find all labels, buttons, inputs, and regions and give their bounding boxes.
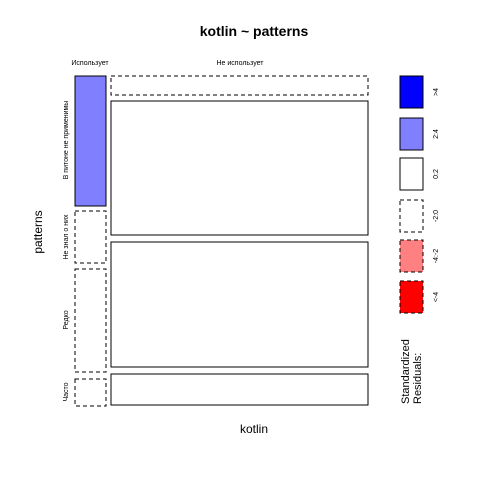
legend-label: 2:4	[433, 129, 440, 139]
y-tick-label: Редко	[63, 310, 70, 329]
x-tick-label: Не использует	[217, 60, 265, 67]
x-tick-label: Использует	[71, 60, 109, 67]
legend-swatch	[399, 117, 424, 151]
y-axis-title: patterns	[31, 210, 45, 253]
mosaic-cell-не-использует-часто	[110, 373, 369, 406]
mosaic-cell-не-использует-в-питоне-не-применимы	[110, 75, 369, 96]
legend-swatch	[399, 157, 424, 191]
legend-label: >4	[433, 88, 440, 96]
mosaic-cell-использует-в-питоне-не-применимы	[74, 75, 107, 207]
mosaic-cell-не-использует-не-знал-о-них	[110, 100, 369, 236]
residuals-legend: Standardized Residuals: >4 2:4 0:2 -2:0 -4:-…	[399, 75, 440, 404]
legend-title-line-2: Residuals:	[412, 353, 424, 404]
legend-swatch	[399, 75, 424, 109]
legend-title-line-1: Standardized	[400, 339, 412, 404]
legend-swatch	[399, 239, 424, 273]
legend-label: 0:2	[433, 169, 440, 179]
legend-label: -2:0	[433, 210, 440, 222]
y-tick-labels: В питоне не применимы Не знал о них Редко Ч…	[63, 101, 70, 402]
y-tick-label: Не знал о них	[63, 214, 70, 260]
legend-label: <-4	[433, 292, 440, 302]
legend-label: -4:-2	[433, 249, 440, 264]
y-tick-label: В питоне не применимы	[63, 101, 70, 180]
y-tick-label: Часто	[63, 382, 70, 401]
mosaic-cells	[74, 75, 369, 407]
mosaic-cell-не-использует-редко	[110, 241, 369, 368]
mosaic-cell-использует-редко	[74, 268, 107, 373]
x-axis-title: kotlin	[240, 422, 268, 436]
mosaic-cell-использует-часто	[74, 378, 107, 407]
legend-swatch	[399, 280, 424, 314]
legend-swatch	[399, 199, 424, 233]
chart-title: kotlin ~ patterns	[200, 23, 309, 39]
mosaic-cell-использует-не-знал-о-них	[74, 210, 107, 264]
x-tick-labels: Использует Не использует	[71, 60, 264, 67]
